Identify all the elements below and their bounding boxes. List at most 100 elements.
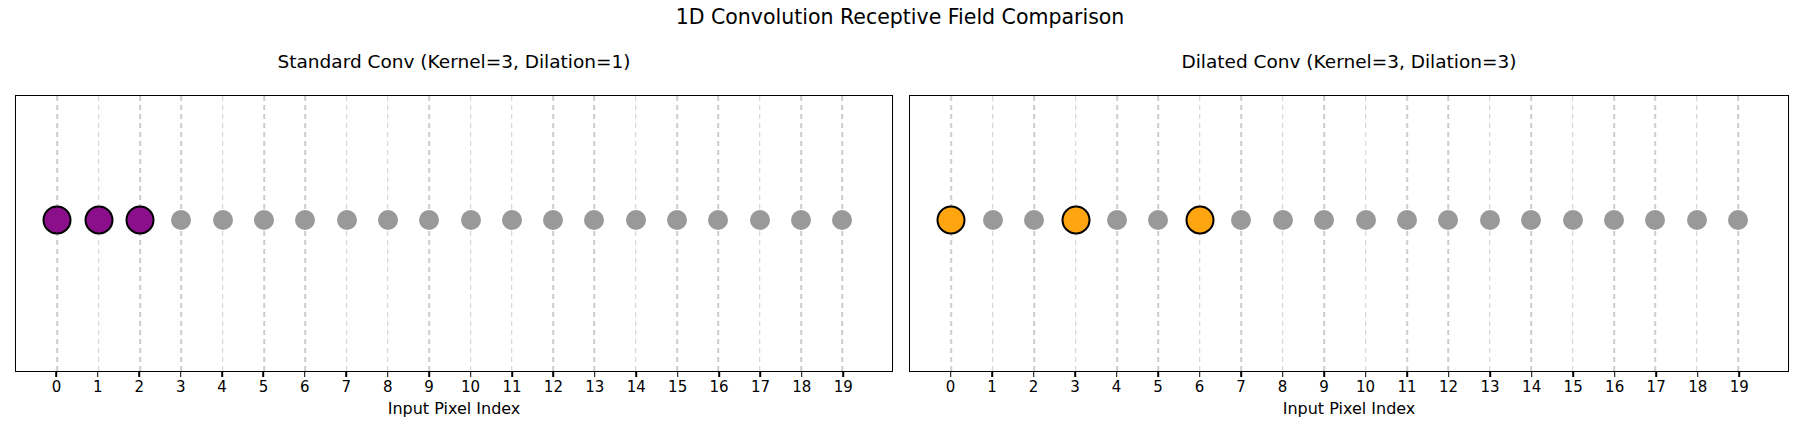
x-tick-mark — [1406, 372, 1408, 377]
gridline — [1655, 96, 1657, 371]
x-tick-mark — [801, 372, 803, 377]
x-tick-mark — [1572, 372, 1574, 377]
subplot-dilated-conv: Dilated Conv (Kernel=3, Dilation=3) Inpu… — [909, 0, 1789, 426]
input-point — [1438, 210, 1458, 230]
gridline — [180, 96, 182, 371]
gridline — [594, 96, 596, 371]
subplot-title: Dilated Conv (Kernel=3, Dilation=3) — [909, 51, 1789, 72]
x-tick-mark — [635, 372, 637, 377]
input-point — [254, 210, 274, 230]
x-tick-label: 7 — [1236, 378, 1246, 396]
x-tick-label: 19 — [834, 378, 853, 396]
x-tick-mark — [1697, 372, 1699, 377]
input-point — [337, 210, 357, 230]
x-tick-label: 19 — [1730, 378, 1749, 396]
input-point — [378, 210, 398, 230]
input-point — [1604, 210, 1624, 230]
gridline — [1696, 96, 1698, 371]
gridline — [992, 96, 994, 371]
gridline — [304, 96, 306, 371]
input-point — [667, 210, 687, 230]
receptive-field-point — [84, 206, 113, 235]
x-tick-mark — [1282, 372, 1284, 377]
input-point — [1687, 210, 1707, 230]
input-point — [1314, 210, 1334, 230]
x-tick-label: 11 — [1398, 378, 1417, 396]
x-tick-label: 0 — [946, 378, 956, 396]
input-point — [461, 210, 481, 230]
input-point — [1024, 210, 1044, 230]
input-point — [1107, 210, 1127, 230]
x-tick-label: 10 — [1356, 378, 1375, 396]
input-point — [543, 210, 563, 230]
x-tick-mark — [1240, 372, 1242, 377]
x-tick-mark — [304, 372, 306, 377]
plot-area — [15, 95, 893, 372]
x-tick-label: 15 — [668, 378, 687, 396]
x-tick-label: 4 — [217, 378, 227, 396]
input-point — [1231, 210, 1251, 230]
x-tick-mark — [950, 372, 952, 377]
x-tick-label: 5 — [259, 378, 269, 396]
input-point — [1728, 210, 1748, 230]
gridline — [1033, 96, 1035, 371]
x-axis-label: Input Pixel Index — [909, 399, 1789, 418]
x-tick-mark — [511, 372, 513, 377]
x-tick-label: 16 — [1605, 378, 1624, 396]
x-tick-mark — [1199, 372, 1201, 377]
x-tick-label: 13 — [585, 378, 604, 396]
gridline — [552, 96, 554, 371]
x-tick-label: 1 — [987, 378, 997, 396]
input-point — [1563, 210, 1583, 230]
x-axis-label: Input Pixel Index — [15, 399, 893, 418]
input-point — [1480, 210, 1500, 230]
gridline — [1116, 96, 1118, 371]
gridline — [470, 96, 472, 371]
x-tick-label: 17 — [751, 378, 770, 396]
x-tick-label: 9 — [424, 378, 434, 396]
gridline — [1158, 96, 1160, 371]
gridline — [1282, 96, 1284, 371]
receptive-field-point — [125, 206, 154, 235]
gridline — [428, 96, 430, 371]
gridline — [1448, 96, 1450, 371]
x-tick-label: 12 — [1439, 378, 1458, 396]
x-tick-label: 2 — [1029, 378, 1039, 396]
gridline — [842, 96, 844, 371]
x-tick-mark — [1489, 372, 1491, 377]
x-tick-label: 11 — [502, 378, 521, 396]
x-tick-label: 8 — [1278, 378, 1288, 396]
x-tick-label: 1 — [93, 378, 103, 396]
input-point — [1397, 210, 1417, 230]
x-tick-mark — [387, 372, 389, 377]
x-tick-label: 10 — [461, 378, 480, 396]
x-tick-label: 15 — [1564, 378, 1583, 396]
x-tick-mark — [470, 372, 472, 377]
input-point — [1148, 210, 1168, 230]
input-point — [419, 210, 439, 230]
receptive-field-point — [43, 206, 72, 235]
x-tick-mark — [56, 372, 58, 377]
input-point — [1356, 210, 1376, 230]
input-point — [750, 210, 770, 230]
receptive-field-point — [1061, 206, 1090, 235]
gridline — [676, 96, 678, 371]
x-tick-label: 17 — [1647, 378, 1666, 396]
gridline — [1613, 96, 1615, 371]
x-tick-label: 12 — [544, 378, 563, 396]
x-tick-mark — [677, 372, 679, 377]
x-tick-label: 13 — [1481, 378, 1500, 396]
gridline — [346, 96, 348, 371]
gridline — [718, 96, 720, 371]
subplot-title: Standard Conv (Kernel=3, Dilation=1) — [15, 51, 893, 72]
input-point — [502, 210, 522, 230]
x-tick-mark — [1323, 372, 1325, 377]
gridline — [1241, 96, 1243, 371]
x-tick-mark — [1365, 372, 1367, 377]
input-point — [1521, 210, 1541, 230]
figure: 1D Convolution Receptive Field Compariso… — [0, 0, 1800, 426]
x-tick-label: 14 — [1522, 378, 1541, 396]
x-tick-label: 18 — [1688, 378, 1707, 396]
gridline — [635, 96, 637, 371]
input-point — [626, 210, 646, 230]
